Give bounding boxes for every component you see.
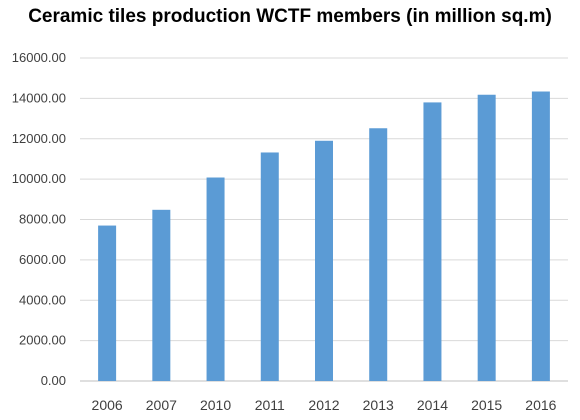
y-tick-label: 16000.00: [12, 50, 66, 65]
y-tick-label: 12000.00: [12, 131, 66, 146]
y-axis: 0.00 2000.00 4000.00 6000.00 8000.00 10000.00…: [12, 50, 66, 388]
bar-2015: [477, 94, 496, 382]
x-tick-label: 2012: [308, 397, 339, 413]
y-tick-label: 10000.00: [12, 171, 66, 186]
x-tick-label: 2011: [255, 397, 285, 413]
bar-2010: [206, 177, 225, 381]
bar-2013: [369, 128, 388, 381]
y-tick-label: 8000.00: [19, 212, 66, 227]
y-tick-label: 2000.00: [19, 333, 66, 348]
x-tick-label: 2014: [417, 397, 448, 413]
x-tick-label: 2013: [363, 397, 394, 413]
y-tick-label: 0.00: [41, 373, 66, 388]
y-tick-label: 14000.00: [12, 90, 66, 105]
x-tick-label: 2016: [525, 397, 556, 413]
x-axis: 2006 2007 2010 2011 2012 2013 2014 2015 2016: [92, 397, 557, 413]
bar-2011: [260, 152, 279, 381]
y-tick-label: 6000.00: [19, 252, 66, 267]
x-tick-label: 2007: [146, 397, 177, 413]
y-tick-label: 4000.00: [19, 292, 66, 307]
chart-title: Ceramic tiles production WCTF members (i…: [28, 6, 552, 27]
bar-2007: [152, 209, 171, 381]
bar-2012: [315, 140, 333, 381]
x-tick-label: 2006: [92, 397, 123, 413]
bar-2016: [531, 91, 550, 381]
x-tick-label: 2015: [471, 397, 502, 413]
bar-2006: [98, 225, 117, 381]
bars: [98, 91, 550, 382]
bar-2014: [423, 102, 442, 381]
x-tick-label: 2010: [200, 397, 231, 413]
